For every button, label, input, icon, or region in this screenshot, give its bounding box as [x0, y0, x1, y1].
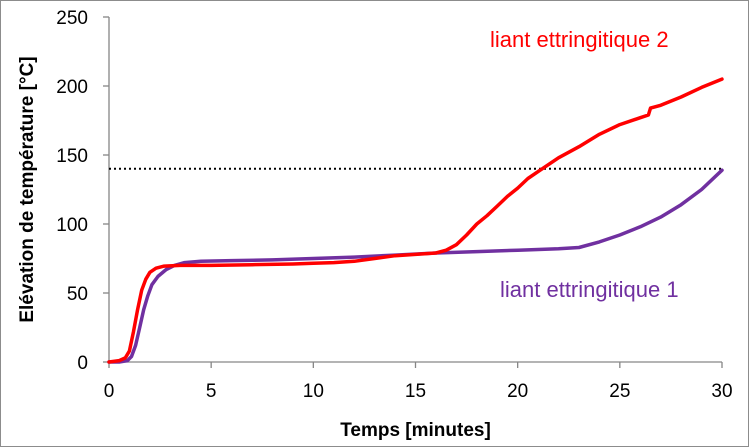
x-tick-label: 30: [711, 381, 732, 402]
axes: 0 50 100 150 200 250 0 5 10 15 20 25 30 Temps [minute…: [17, 8, 733, 441]
series-group: [107, 77, 724, 364]
series-line: [107, 168, 724, 364]
series-annotation: liant ettringitique 1: [500, 277, 679, 302]
y-tick-label: 250: [56, 8, 88, 29]
y-tick-label: 100: [56, 215, 88, 236]
y-tick-label: 150: [56, 146, 88, 167]
y-tick-label: 200: [56, 77, 88, 98]
x-tick-label: 5: [206, 381, 217, 402]
x-tick-label: 10: [303, 381, 324, 402]
y-axis-title: Elévation de température [°C]: [17, 56, 38, 322]
x-tick-label: 25: [609, 381, 630, 402]
series-line: [107, 77, 724, 364]
series-annotation: liant ettringitique 2: [490, 27, 669, 52]
labels-group: liant ettringitique 2 liant ettringitique…: [490, 27, 679, 302]
x-tick-label: 0: [104, 381, 115, 402]
x-tick-label: 15: [405, 381, 426, 402]
y-tick-label: 0: [77, 353, 88, 374]
x-tick-label: 20: [507, 381, 528, 402]
y-tick-label: 50: [67, 284, 88, 305]
x-axis-title: Temps [minutes]: [340, 420, 491, 441]
